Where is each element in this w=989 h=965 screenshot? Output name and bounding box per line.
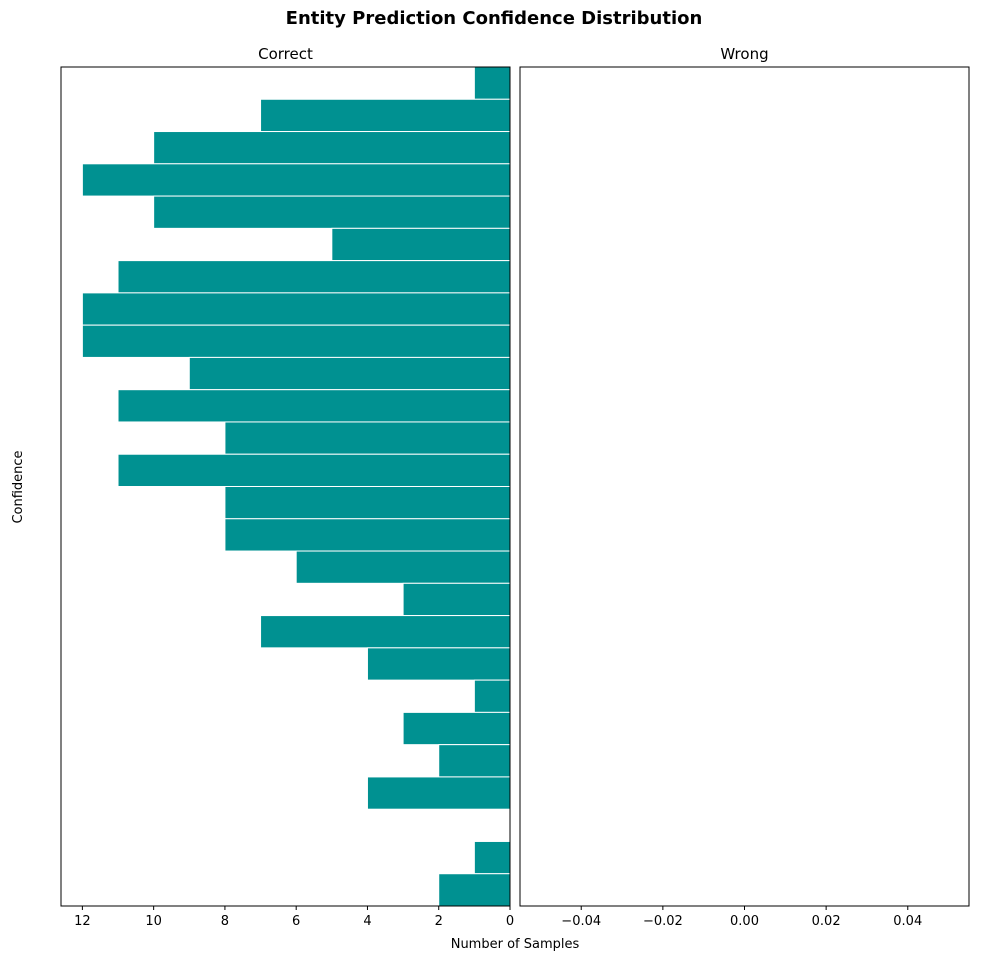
bar-21 xyxy=(438,744,511,778)
bar-5 xyxy=(331,227,511,262)
bar-12 xyxy=(117,453,511,488)
bar-1 xyxy=(260,98,511,133)
bar-22 xyxy=(366,776,511,810)
bar-8 xyxy=(81,324,511,358)
bar-7 xyxy=(81,292,511,326)
bar-11 xyxy=(224,421,511,455)
bar-2 xyxy=(153,131,511,165)
bar-6 xyxy=(117,260,511,294)
correct-x-ticks: 12 10 8 6 4 2 0 xyxy=(74,906,514,929)
bar-25 xyxy=(438,873,511,907)
correct-x-tick-label-1: 10 xyxy=(145,914,162,929)
correct-bars xyxy=(81,66,511,907)
correct-axes-frame xyxy=(60,66,511,907)
bar-20 xyxy=(402,711,511,746)
bar-0 xyxy=(473,66,511,100)
bar-17 xyxy=(260,615,511,649)
wrong-x-tick-label-2: 0.00 xyxy=(730,914,759,929)
wrong-x-ticks: −0.04 −0.02 0.00 0.02 0.04 xyxy=(561,906,922,929)
bar-3 xyxy=(81,163,511,197)
bar-15 xyxy=(295,550,511,584)
bar-16 xyxy=(402,582,511,617)
y-axis-label: Confidence xyxy=(11,450,26,523)
bar-24 xyxy=(473,840,511,875)
wrong-axes-frame xyxy=(519,66,970,907)
correct-x-tick-label-3: 6 xyxy=(292,914,300,929)
bar-4 xyxy=(153,195,511,229)
wrong-x-tick-label-1: −0.02 xyxy=(643,914,683,929)
bar-13 xyxy=(224,486,511,520)
x-axis-label: Number of Samples xyxy=(451,937,580,952)
correct-x-tick-label-0: 12 xyxy=(74,914,91,929)
bar-9 xyxy=(188,356,511,391)
bar-14 xyxy=(224,518,511,552)
bar-19 xyxy=(473,679,511,713)
panel-title-correct: Correct xyxy=(258,45,313,63)
wrong-x-tick-label-3: 0.02 xyxy=(812,914,841,929)
wrong-x-tick-label-0: −0.04 xyxy=(561,914,601,929)
correct-x-tick-label-6: 0 xyxy=(506,914,514,929)
correct-x-tick-label-2: 8 xyxy=(221,914,229,929)
bar-10 xyxy=(117,389,511,423)
correct-x-tick-label-4: 4 xyxy=(363,914,371,929)
correct-x-tick-label-5: 2 xyxy=(435,914,443,929)
panel-title-wrong: Wrong xyxy=(720,45,768,63)
chart-title: Entity Prediction Confidence Distributio… xyxy=(286,8,703,29)
wrong-x-tick-label-4: 0.04 xyxy=(893,914,922,929)
bar-18 xyxy=(366,647,511,681)
